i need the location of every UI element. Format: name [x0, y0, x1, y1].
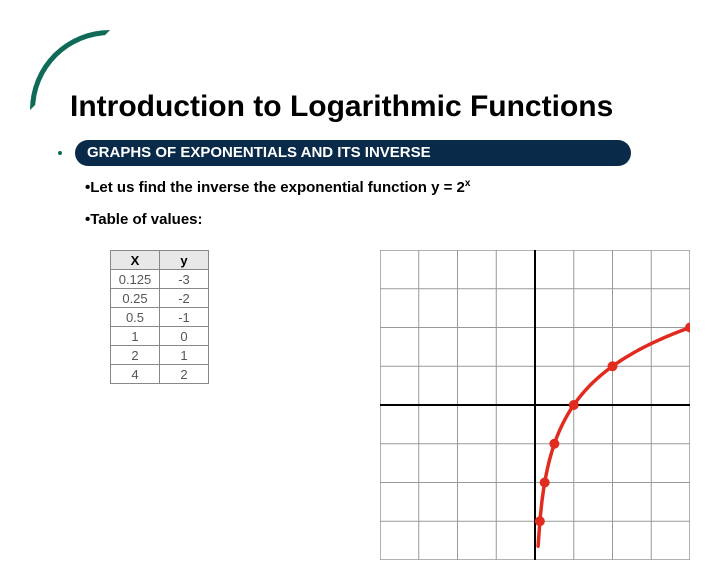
- bullet-inverse-function: •Let us find the inverse the exponential…: [85, 178, 470, 196]
- table-body: 0.125-30.25-20.5-1102142: [111, 270, 209, 384]
- page-title: Introduction to Logarithmic Functions: [70, 90, 613, 124]
- accent-dot: [58, 151, 62, 155]
- table-cell: 0.125: [111, 270, 160, 289]
- table-row: 0.25-2: [111, 289, 209, 308]
- table-header-row: X y: [111, 251, 209, 270]
- table-cell: 2: [160, 365, 209, 384]
- table-cell: 1: [111, 327, 160, 346]
- table-cell: 0: [160, 327, 209, 346]
- col-header-y: y: [160, 251, 209, 270]
- table-cell: -3: [160, 270, 209, 289]
- values-table: X y 0.125-30.25-20.5-1102142: [110, 250, 209, 384]
- table-cell: -2: [160, 289, 209, 308]
- table-row: 10: [111, 327, 209, 346]
- table-row: 0.125-3: [111, 270, 209, 289]
- bullet1-text: •Let us find the inverse the exponential…: [85, 179, 465, 196]
- col-header-x: X: [111, 251, 160, 270]
- table-row: 42: [111, 365, 209, 384]
- log-curve-chart: [380, 250, 690, 540]
- table-cell: 0.5: [111, 308, 160, 327]
- table-row: 0.5-1: [111, 308, 209, 327]
- table-cell: 2: [111, 346, 160, 365]
- table-cell: 4: [111, 365, 160, 384]
- table-cell: -1: [160, 308, 209, 327]
- chart-svg: [380, 250, 690, 560]
- bullet-table-label: •Table of values:: [85, 211, 203, 228]
- bullet1-superscript: x: [465, 178, 471, 189]
- table-cell: 0.25: [111, 289, 160, 308]
- table-row: 21: [111, 346, 209, 365]
- table-cell: 1: [160, 346, 209, 365]
- section-heading-bar: GRAPHS OF EXPONENTIALS AND ITS INVERSE: [75, 140, 631, 166]
